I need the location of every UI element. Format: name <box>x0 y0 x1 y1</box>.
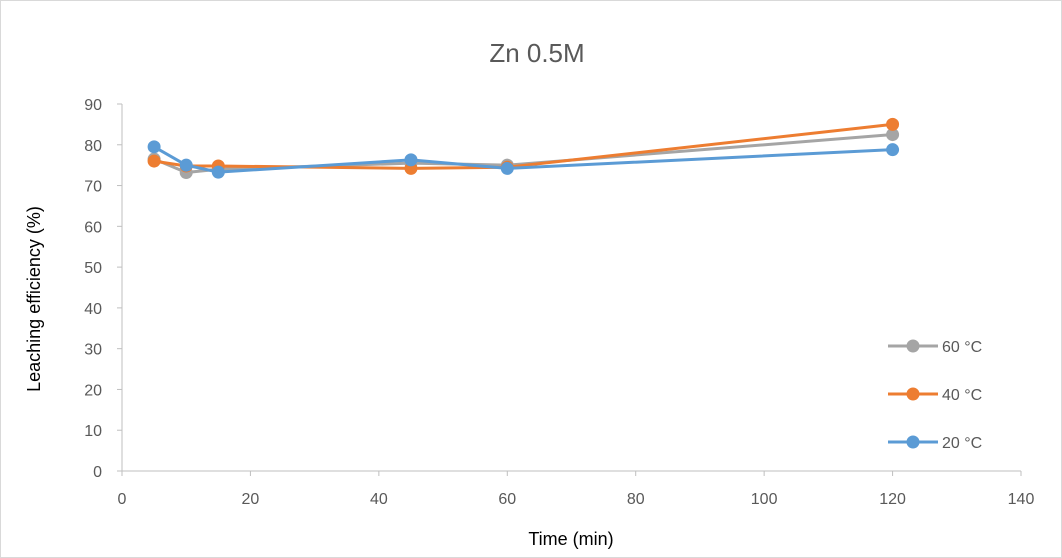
y-tick-label: 90 <box>84 97 102 114</box>
data-point <box>886 143 900 157</box>
y-tick-label: 10 <box>84 423 102 440</box>
data-point <box>404 153 418 167</box>
y-tick-label: 30 <box>84 342 102 359</box>
legend-swatch-marker <box>906 339 920 353</box>
legend-label: 60 °C <box>942 339 982 356</box>
x-axis-title: Time (min) <box>528 529 613 549</box>
x-tick-label: 0 <box>118 491 127 508</box>
x-tick-label: 60 <box>498 491 516 508</box>
y-tick-label: 20 <box>84 382 102 399</box>
legend-item: 60 °C <box>888 339 982 356</box>
y-tick-label: 60 <box>84 219 102 236</box>
legend-swatch-marker <box>906 387 920 401</box>
x-axis-ticks: 0 20 40 60 80 100 120 140 <box>118 471 1035 508</box>
y-tick-label: 40 <box>84 301 102 318</box>
y-tick-label: 0 <box>93 464 102 481</box>
legend-swatch-marker <box>906 435 920 449</box>
x-tick-label: 140 <box>1008 491 1035 508</box>
y-axis-title: Leaching efficiency (%) <box>24 206 44 392</box>
data-point <box>886 128 900 142</box>
data-point <box>147 154 161 168</box>
y-tick-label: 50 <box>84 260 102 277</box>
x-tick-label: 20 <box>242 491 260 508</box>
data-point <box>179 158 193 172</box>
x-tick-label: 80 <box>627 491 645 508</box>
legend: 60 °C 40 °C 20 °C <box>888 339 982 452</box>
series-2 <box>147 140 900 179</box>
legend-label: 40 °C <box>942 387 982 404</box>
legend-item: 20 °C <box>888 435 982 452</box>
series-layer <box>147 117 900 180</box>
x-tick-label: 120 <box>879 491 906 508</box>
x-tick-label: 40 <box>370 491 388 508</box>
y-axis-ticks: 0 10 20 30 40 50 60 70 80 90 <box>84 97 122 481</box>
x-tick-label: 100 <box>751 491 778 508</box>
y-tick-label: 80 <box>84 138 102 155</box>
chart-title: Zn 0.5M <box>489 38 584 68</box>
data-point <box>211 165 225 179</box>
data-point <box>147 140 161 154</box>
data-point <box>886 117 900 131</box>
legend-item: 40 °C <box>888 387 982 404</box>
legend-label: 20 °C <box>942 435 982 452</box>
data-point <box>500 161 514 175</box>
y-tick-label: 70 <box>84 179 102 196</box>
